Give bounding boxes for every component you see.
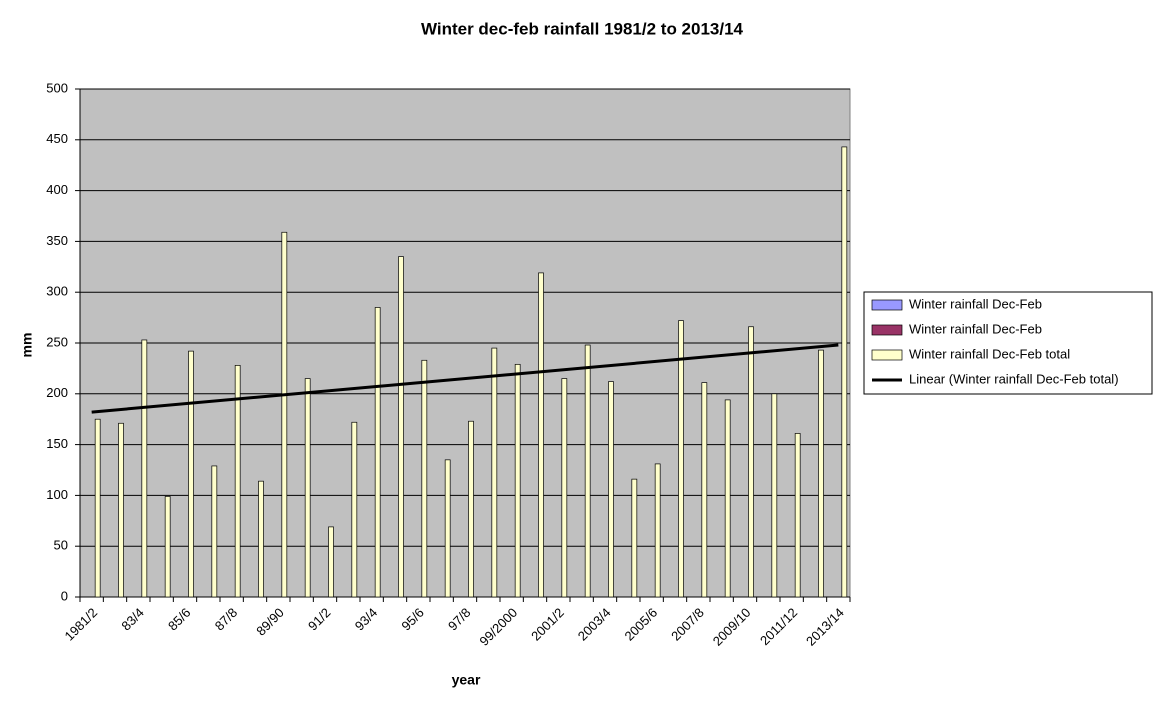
y-tick-label: 50 xyxy=(54,538,68,553)
bar xyxy=(654,463,661,598)
y-tick-label: 300 xyxy=(46,284,68,299)
x-tick-label: 2013/14 xyxy=(803,605,847,649)
x-tick-label: 99/2000 xyxy=(476,605,520,649)
legend-label: Linear (Winter rainfall Dec-Feb total) xyxy=(909,371,1119,386)
bar xyxy=(561,378,568,598)
x-tick-label: 87/8 xyxy=(212,605,241,634)
bar xyxy=(818,349,824,598)
bar xyxy=(794,433,801,598)
bar xyxy=(164,496,171,598)
bar xyxy=(281,231,288,598)
bar xyxy=(351,421,358,598)
bar xyxy=(841,146,848,598)
bar xyxy=(468,420,474,598)
y-tick-label: 250 xyxy=(46,334,68,349)
x-tick-label: 93/4 xyxy=(352,605,381,634)
bar xyxy=(771,393,778,598)
bar xyxy=(304,378,311,598)
bar xyxy=(491,347,498,598)
y-tick-label: 200 xyxy=(46,385,68,400)
x-tick-label: 83/4 xyxy=(118,605,147,634)
bar xyxy=(141,339,148,598)
x-tick-label: 95/6 xyxy=(398,605,427,634)
chart-title: Winter dec-feb rainfall 1981/2 to 2013/1… xyxy=(421,19,744,38)
y-tick-label: 500 xyxy=(46,80,68,95)
legend-label: Winter rainfall Dec-Feb xyxy=(909,321,1042,336)
legend-label: Winter rainfall Dec-Feb total xyxy=(909,346,1070,361)
legend-swatch xyxy=(871,349,903,361)
bar xyxy=(211,465,218,598)
trendline xyxy=(91,343,839,414)
bar xyxy=(258,480,264,598)
legend-swatch xyxy=(871,299,903,311)
bar xyxy=(421,359,428,598)
bar xyxy=(118,422,124,598)
x-tick-label: 2001/2 xyxy=(528,605,567,644)
bar xyxy=(724,399,731,598)
x-tick-label: 2007/8 xyxy=(668,605,707,644)
y-tick-label: 450 xyxy=(46,131,68,146)
legend-swatch xyxy=(871,324,903,336)
x-tick-label: 2005/6 xyxy=(621,605,660,644)
x-tick-label: 89/90 xyxy=(253,605,287,639)
y-tick-label: 350 xyxy=(46,233,68,248)
bar xyxy=(748,326,754,598)
x-tick-label: 91/2 xyxy=(305,605,334,634)
y-axis-label: mm xyxy=(19,333,35,358)
bar xyxy=(398,256,404,598)
y-tick-label: 150 xyxy=(46,436,68,451)
bar xyxy=(234,365,241,598)
bar xyxy=(631,478,638,598)
y-tick-label: 100 xyxy=(46,487,68,502)
legend-label: Winter rainfall Dec-Feb xyxy=(909,296,1042,311)
x-tick-label: 85/6 xyxy=(165,605,194,634)
bar xyxy=(584,344,591,598)
x-axis-label: year xyxy=(452,672,481,688)
x-tick-label: 2011/12 xyxy=(757,605,800,648)
y-tick-label: 0 xyxy=(61,588,68,603)
legend xyxy=(863,291,1153,395)
bar xyxy=(538,272,544,598)
bar xyxy=(188,350,194,598)
bar xyxy=(94,418,101,598)
y-tick-label: 400 xyxy=(46,182,68,197)
bar xyxy=(608,381,614,598)
bar xyxy=(328,526,334,598)
bar xyxy=(514,363,521,598)
x-tick-label: 97/8 xyxy=(445,605,474,634)
x-tick-label: 1981/2 xyxy=(61,605,100,644)
bar xyxy=(444,459,451,598)
bar xyxy=(701,382,708,598)
bar xyxy=(678,320,684,598)
bar xyxy=(374,307,381,598)
x-tick-label: 2003/4 xyxy=(575,605,614,644)
x-tick-label: 2009/10 xyxy=(710,605,754,649)
